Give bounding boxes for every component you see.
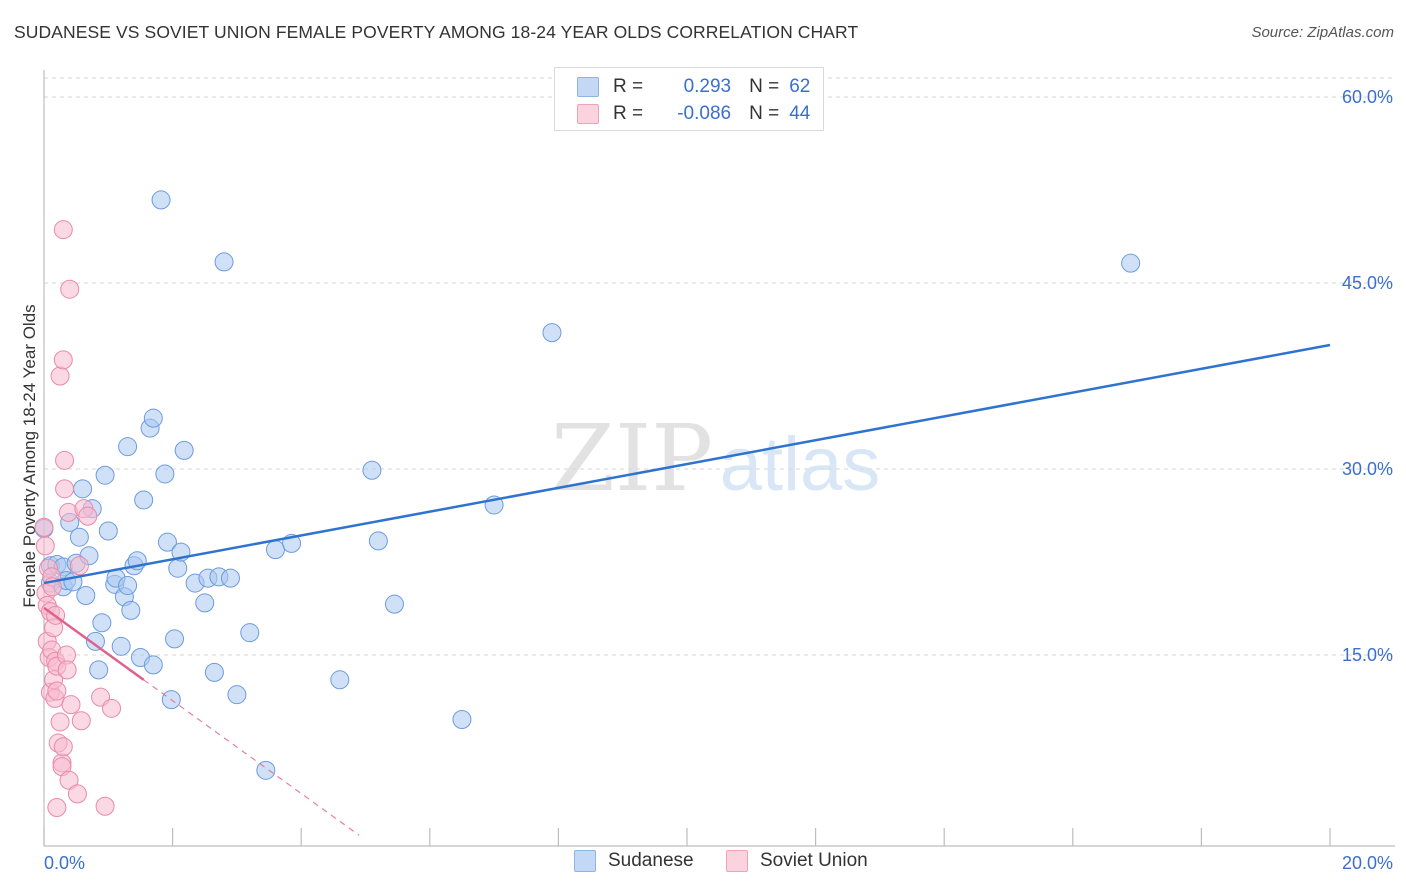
point-soviet-union <box>47 798 67 818</box>
legend-label-soviet-union: Soviet Union <box>760 850 868 871</box>
point-sudanese <box>368 531 388 551</box>
watermark-zip: ZIP <box>551 405 713 512</box>
trend-line-sudanese <box>43 343 1331 585</box>
point-sudanese <box>134 490 154 510</box>
point-sudanese <box>143 408 163 428</box>
n-label: N = <box>749 103 780 124</box>
point-sudanese <box>227 685 247 705</box>
point-sudanese <box>111 636 131 656</box>
point-sudanese <box>89 660 109 680</box>
point-sudanese <box>121 600 141 620</box>
r-value: 0.293 <box>683 76 732 97</box>
stats-legend-row-sudanese: R = 0.293 N = 62 <box>577 75 810 99</box>
x-tick-label: 0.0% <box>44 853 85 873</box>
point-sudanese <box>143 655 163 675</box>
legend-swatch-soviet-union <box>577 104 599 124</box>
point-sudanese <box>155 464 175 484</box>
point-soviet-union <box>55 479 75 499</box>
stats-legend-row-soviet-union: R = -0.086 N = 44 <box>577 102 810 126</box>
point-sudanese <box>157 532 177 552</box>
watermark-atlas: atlas <box>720 422 881 507</box>
point-sudanese <box>542 323 562 343</box>
point-sudanese <box>256 760 276 780</box>
legend-label-sudanese: Sudanese <box>608 850 694 871</box>
point-sudanese <box>69 527 89 547</box>
axes <box>43 70 1395 847</box>
n-value: 44 <box>789 103 811 124</box>
point-sudanese <box>118 437 138 457</box>
chart-title: SUDANESE VS SOVIET UNION FEMALE POVERTY … <box>14 22 859 42</box>
point-sudanese <box>168 558 188 578</box>
gridlines <box>44 77 1395 656</box>
y-tick-label: 30.0% <box>1342 459 1393 479</box>
point-sudanese <box>95 465 115 485</box>
trend-lines <box>43 343 1331 836</box>
point-soviet-union <box>53 350 73 370</box>
legend-swatch-sudanese <box>577 77 599 97</box>
point-sudanese <box>151 190 171 210</box>
point-sudanese <box>165 629 185 649</box>
chart-source: Source: ZipAtlas.com <box>1251 24 1394 41</box>
point-soviet-union <box>78 506 98 526</box>
point-soviet-union <box>57 660 77 680</box>
point-sudanese <box>76 585 96 605</box>
point-sudanese <box>98 521 118 541</box>
point-soviet-union <box>53 220 73 240</box>
watermark: ZIP atlas <box>551 405 880 512</box>
r-label: R = <box>613 76 644 97</box>
tick-labels: 15.0% 30.0% 45.0% 60.0% 0.0% 20.0% <box>44 87 1393 873</box>
trend-extension-soviet-union <box>143 679 360 836</box>
point-sudanese <box>204 662 224 682</box>
point-sudanese <box>240 623 260 643</box>
legend-swatch-sudanese <box>574 850 596 872</box>
point-sudanese <box>362 460 382 480</box>
r-value: -0.086 <box>677 103 732 124</box>
point-sudanese <box>220 568 240 588</box>
point-sudanese <box>195 593 215 613</box>
point-soviet-union <box>55 450 75 470</box>
legend-item-sudanese: Sudanese <box>574 850 694 872</box>
point-sudanese <box>85 631 105 651</box>
point-sudanese <box>384 594 404 614</box>
stats-legend: R = 0.293 N = 62 R = -0.086 N = 44 <box>554 67 824 131</box>
legend-item-soviet-union: Soviet Union <box>726 850 868 872</box>
point-soviet-union <box>60 279 80 299</box>
r-label: R = <box>613 103 644 124</box>
point-sudanese <box>265 540 285 560</box>
point-sudanese <box>330 670 350 690</box>
trend-line-soviet-union <box>43 606 145 681</box>
point-soviet-union <box>71 711 91 731</box>
data-points <box>34 190 1141 818</box>
point-soviet-union <box>50 366 70 386</box>
point-sudanese <box>118 576 138 596</box>
point-soviet-union <box>61 695 81 715</box>
point-sudanese <box>214 252 234 272</box>
point-sudanese <box>174 440 194 460</box>
point-soviet-union <box>50 712 70 732</box>
x-tick-label: 20.0% <box>1342 853 1393 873</box>
y-tick-label: 60.0% <box>1342 87 1393 107</box>
point-sudanese <box>92 613 112 633</box>
point-sudanese <box>73 479 93 499</box>
y-tick-label: 45.0% <box>1342 273 1393 293</box>
point-soviet-union <box>35 536 55 556</box>
point-soviet-union <box>102 698 122 718</box>
point-soviet-union <box>34 517 54 537</box>
point-soviet-union <box>59 770 79 790</box>
point-soviet-union <box>47 681 67 701</box>
point-soviet-union <box>67 784 87 804</box>
point-soviet-union <box>53 737 73 757</box>
legend-swatch-soviet-union <box>726 850 748 872</box>
y-tick-label: 15.0% <box>1342 645 1393 665</box>
point-soviet-union <box>95 796 115 816</box>
point-sudanese <box>1121 253 1141 273</box>
n-label: N = <box>749 76 780 97</box>
point-soviet-union <box>69 556 89 576</box>
n-value: 62 <box>789 76 811 97</box>
point-sudanese <box>452 709 472 729</box>
